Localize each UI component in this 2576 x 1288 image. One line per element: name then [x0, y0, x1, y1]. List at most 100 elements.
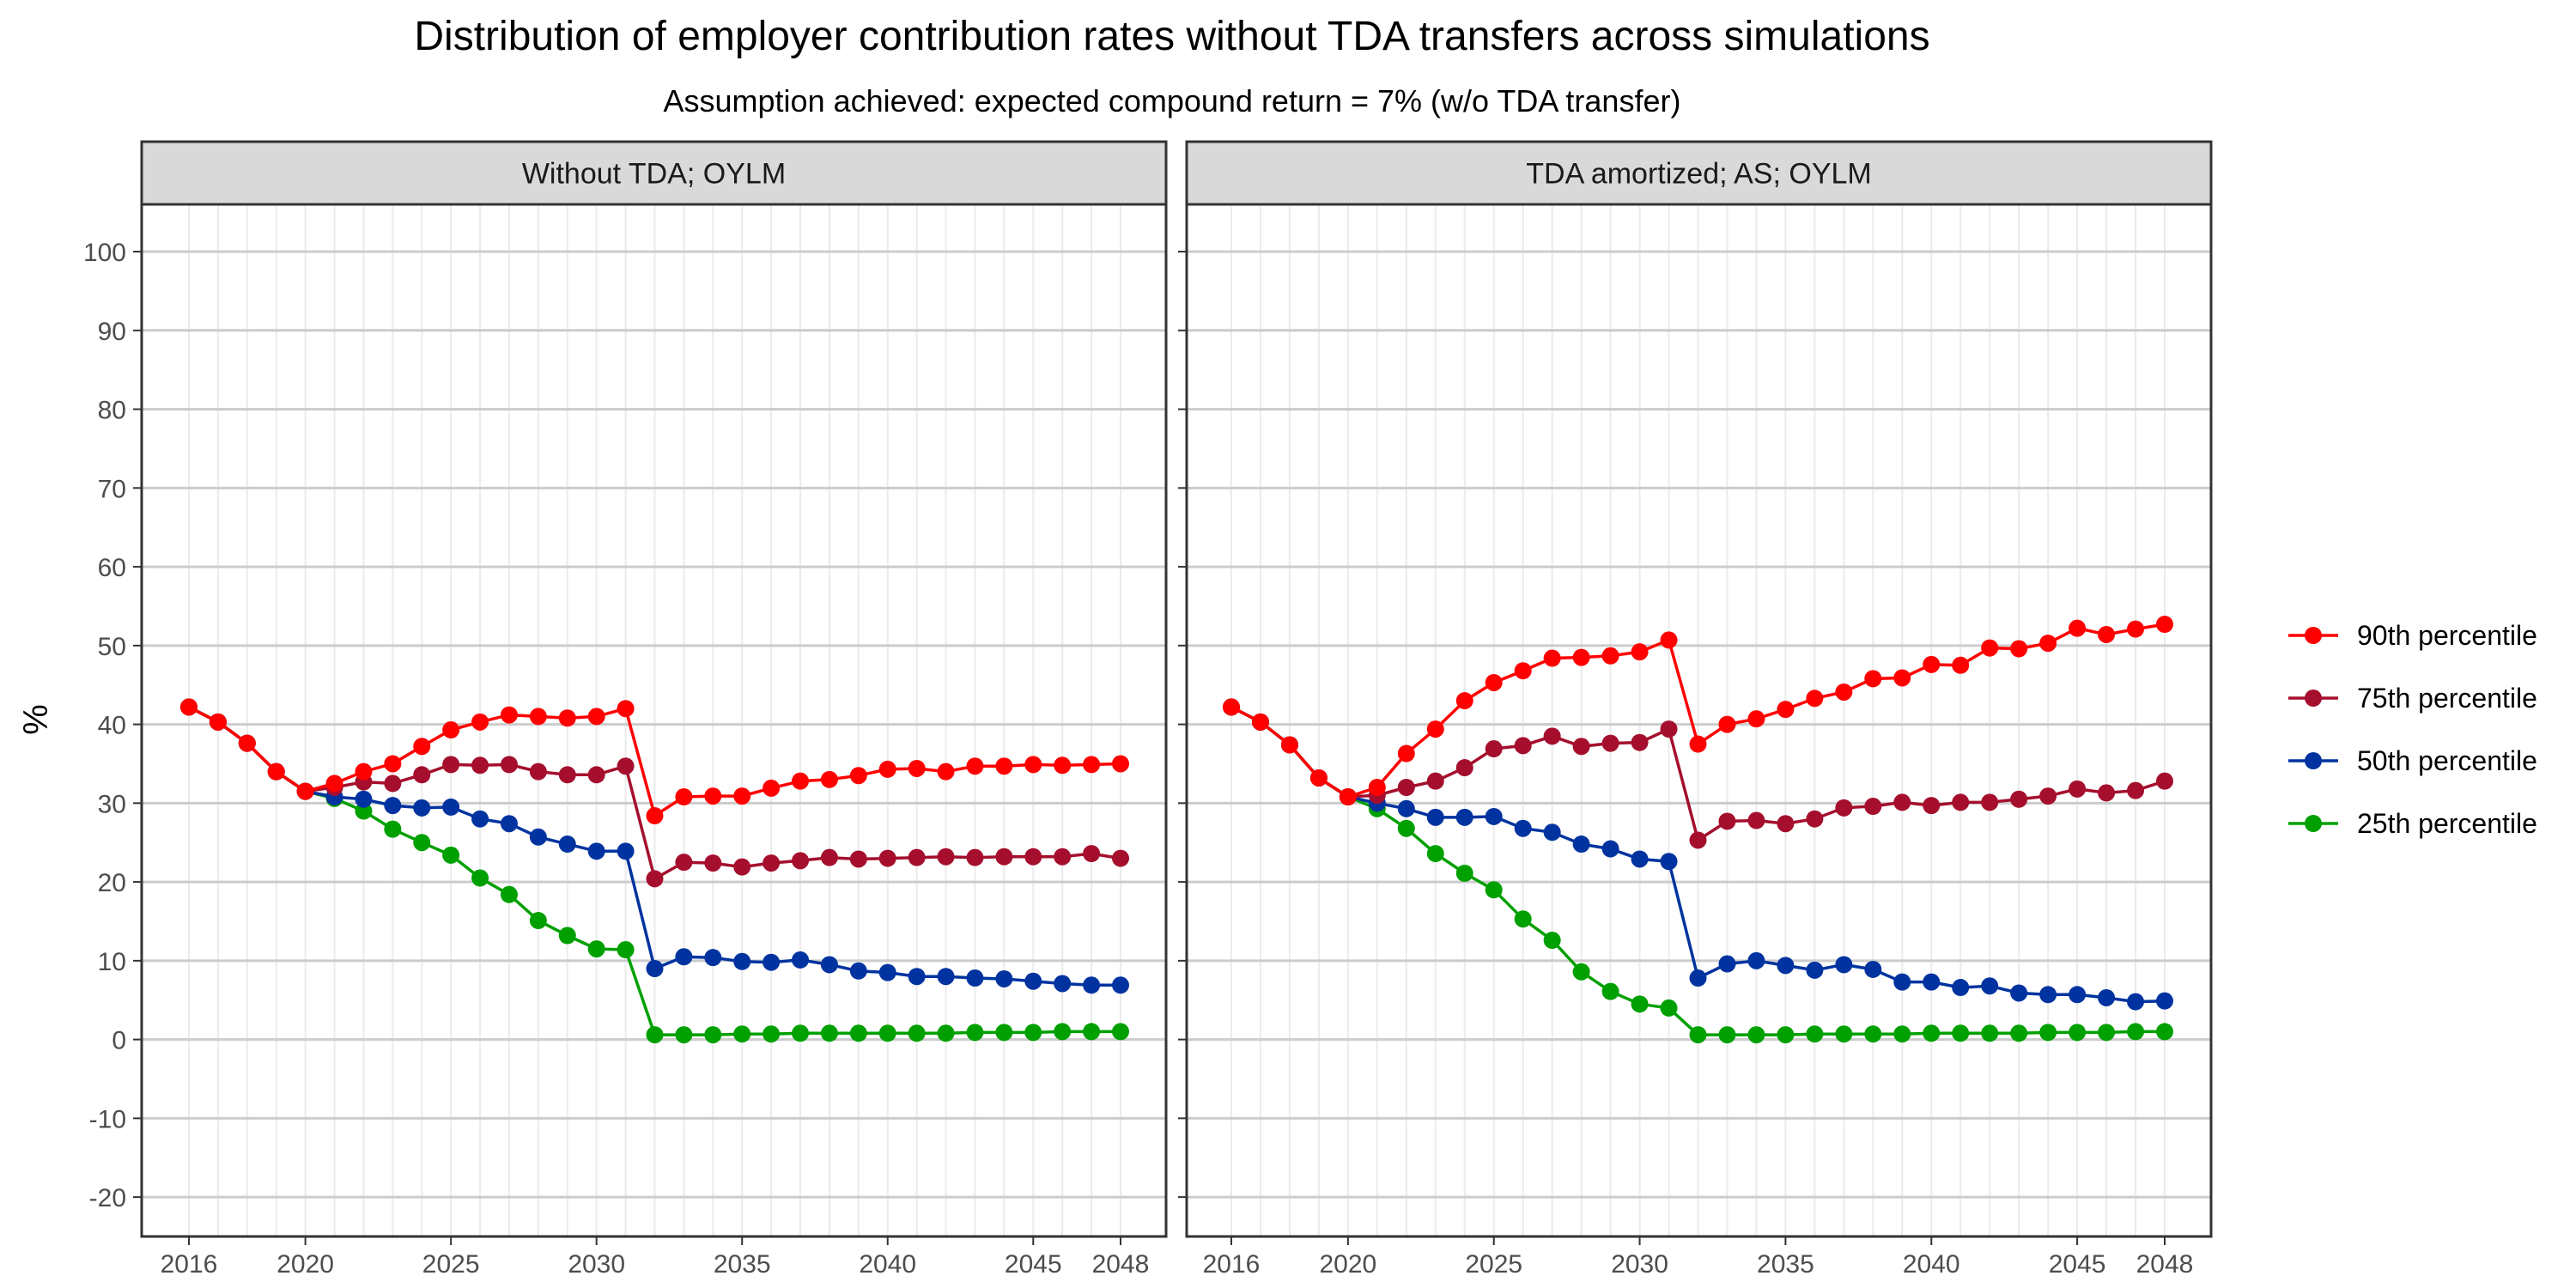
data-point-p25 — [908, 1024, 926, 1042]
data-point-p90 — [646, 807, 664, 825]
data-point-p75 — [2069, 780, 2087, 798]
data-point-p25 — [1426, 845, 1444, 863]
data-point-p90 — [1952, 656, 1970, 674]
y-tick-label: 100 — [83, 239, 126, 267]
data-point-p90 — [1981, 639, 1999, 657]
data-point-p90 — [1223, 698, 1240, 716]
data-point-p90 — [267, 762, 285, 781]
data-point-p75 — [908, 848, 926, 866]
data-point-p75 — [1543, 727, 1561, 745]
data-point-p50 — [1514, 819, 1532, 837]
data-point-p50 — [1747, 951, 1765, 969]
data-point-p50 — [1083, 976, 1101, 994]
data-point-p75 — [878, 849, 896, 867]
data-point-p50 — [587, 842, 605, 860]
data-point-p90 — [442, 721, 460, 739]
y-tick-label: 60 — [98, 554, 126, 582]
data-point-p25 — [1864, 1025, 1882, 1043]
data-point-p75 — [1893, 793, 1911, 811]
data-point-p90 — [1368, 778, 1386, 796]
data-point-p75 — [792, 852, 810, 870]
data-point-p90 — [558, 709, 576, 727]
chart-subtitle: Assumption achieved: expected compound r… — [664, 83, 1681, 118]
data-point-p90 — [937, 762, 955, 781]
data-point-p90 — [1485, 673, 1503, 691]
data-point-p50 — [1893, 973, 1911, 991]
data-point-p90 — [675, 788, 693, 806]
data-point-p25 — [384, 820, 402, 838]
data-point-p90 — [1893, 669, 1911, 687]
series-p75 — [180, 698, 1129, 888]
data-point-p50 — [1689, 969, 1707, 987]
data-point-p50 — [675, 948, 693, 966]
legend-item-p50: 50th percentile — [2288, 745, 2537, 776]
data-point-p50 — [500, 815, 518, 833]
data-point-p90 — [500, 706, 518, 724]
data-point-p90 — [1024, 756, 1042, 774]
x-tick-label: 2020 — [1320, 1250, 1377, 1279]
data-point-p50 — [1543, 823, 1561, 841]
data-point-p90 — [1923, 655, 1941, 673]
data-point-p75 — [995, 848, 1013, 866]
data-point-p90 — [849, 767, 867, 785]
data-point-p25 — [1485, 881, 1503, 899]
x-tick-label: 2020 — [276, 1250, 334, 1279]
data-point-p75 — [1952, 793, 1970, 811]
data-point-p25 — [1455, 865, 1473, 883]
y-tick-label: 0 — [112, 1027, 126, 1055]
data-point-p90 — [1747, 710, 1765, 728]
data-point-p50 — [1601, 840, 1619, 858]
data-point-p90 — [762, 779, 781, 797]
data-point-p90 — [2127, 620, 2145, 638]
data-point-p90 — [238, 734, 256, 752]
data-point-p90 — [1835, 683, 1853, 701]
data-point-p90 — [1777, 701, 1795, 719]
data-point-p50 — [1660, 853, 1678, 871]
legend-label: 90th percentile — [2357, 620, 2537, 651]
data-point-p50 — [1864, 960, 1882, 978]
data-point-p25 — [1893, 1025, 1911, 1043]
data-point-p75 — [2156, 772, 2173, 790]
data-point-p75 — [1981, 793, 1999, 811]
data-point-p90 — [1339, 788, 1357, 806]
data-point-p90 — [1689, 735, 1707, 753]
data-point-p25 — [1514, 910, 1532, 928]
x-tick-label: 2035 — [1757, 1250, 1814, 1279]
data-point-p90 — [471, 713, 489, 731]
data-point-p75 — [529, 762, 547, 781]
x-tick-label: 2025 — [422, 1250, 480, 1279]
data-point-p90 — [413, 738, 431, 756]
chart-title: Distribution of employer contribution ra… — [414, 14, 1929, 59]
data-point-p50 — [762, 953, 781, 971]
legend-label: 50th percentile — [2357, 745, 2537, 776]
data-point-p50 — [1631, 850, 1649, 868]
x-tick-label: 2045 — [2049, 1250, 2106, 1279]
data-point-p25 — [2039, 1024, 2057, 1042]
data-point-p90 — [792, 772, 810, 790]
data-point-p50 — [471, 810, 489, 828]
data-point-p50 — [1952, 979, 1970, 997]
y-axis-title: % — [17, 704, 55, 735]
data-point-p25 — [733, 1025, 751, 1043]
data-point-p75 — [384, 775, 402, 793]
data-point-p50 — [2098, 988, 2116, 1006]
data-point-p75 — [617, 757, 635, 775]
data-point-p50 — [937, 968, 955, 986]
data-point-p75 — [762, 854, 781, 872]
y-tick-label: 30 — [98, 790, 126, 818]
y-tick-label: 70 — [98, 475, 126, 503]
data-point-p25 — [1689, 1026, 1707, 1044]
data-point-p75 — [1455, 759, 1473, 777]
x-tick-label: 2048 — [1092, 1250, 1150, 1279]
data-point-p50 — [1024, 972, 1042, 990]
panel-2: 2016 2020 2025 2030 2035 2040 2045 2048 TDA amor… — [1178, 140, 2213, 1279]
data-point-p25 — [617, 941, 635, 959]
data-point-p50 — [355, 790, 373, 808]
data-point-p75 — [2098, 784, 2116, 802]
data-point-p50 — [792, 951, 810, 969]
data-point-p90 — [587, 708, 605, 726]
data-point-p90 — [209, 713, 227, 731]
legend-marker — [2305, 815, 2322, 832]
data-point-p25 — [558, 927, 576, 945]
